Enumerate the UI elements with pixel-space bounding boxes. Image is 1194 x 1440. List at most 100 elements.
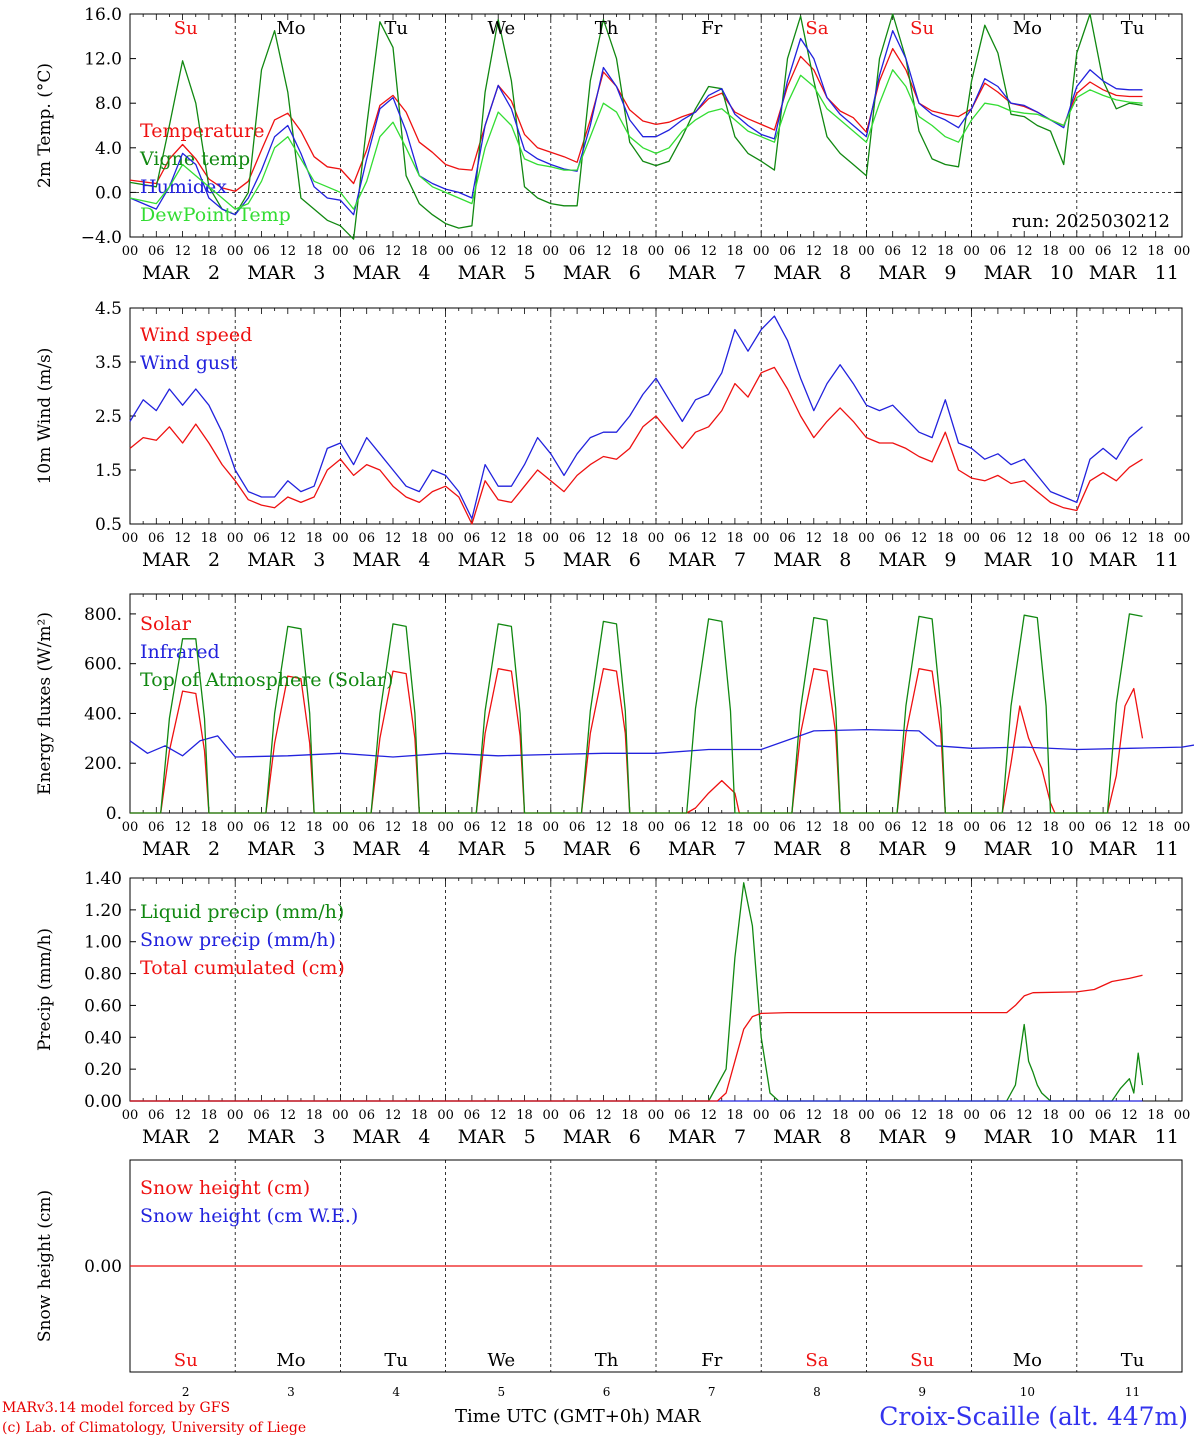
hour-label: 18 <box>201 244 218 259</box>
x-axis-title: Time UTC (GMT+0h) MAR <box>455 1406 701 1427</box>
hour-label: 00 <box>648 820 665 835</box>
hour-label: 18 <box>306 244 323 259</box>
hour-label: 00 <box>543 531 560 546</box>
hour-label: 18 <box>1042 244 1059 259</box>
hour-label: 00 <box>963 820 980 835</box>
hour-label: 00 <box>332 531 349 546</box>
date-label: 5 <box>524 1126 536 1148</box>
dow-label-bottom: Th <box>595 1350 619 1371</box>
meteogram-chart: −4.0 0.0 4.0 8.0 12.0 16.0 2m Temp. (°C) Temper… <box>35 5 1194 1399</box>
hour-label: 00 <box>332 244 349 259</box>
hour-label: 18 <box>306 820 323 835</box>
month-label: MAR <box>247 1126 295 1148</box>
hour-label: 06 <box>569 531 586 546</box>
y-axis-label: 10m Wind (m/s) <box>35 348 55 485</box>
legend-entry: Vigne temp <box>139 148 250 170</box>
date-number: 9 <box>918 1385 926 1399</box>
hour-label: 18 <box>306 1108 323 1123</box>
hour-label: 06 <box>253 820 270 835</box>
y-tick-label: 0.80 <box>84 965 122 985</box>
month-label: MAR <box>1089 838 1137 860</box>
legend-entry: Liquid precip (mm/h) <box>140 901 344 923</box>
hour-label: 06 <box>1095 820 1112 835</box>
hour-label: 12 <box>595 1108 612 1123</box>
hour-label: 18 <box>832 820 849 835</box>
hour-label: 18 <box>306 531 323 546</box>
hour-label: 06 <box>779 244 796 259</box>
month-label: MAR <box>773 838 821 860</box>
month-label: MAR <box>984 549 1032 571</box>
hour-label: 00 <box>753 820 770 835</box>
run-annotation: run: 2025030212 <box>1012 211 1170 232</box>
hour-label: 12 <box>806 820 823 835</box>
hour-label: 18 <box>201 820 218 835</box>
hour-label: 18 <box>1042 1108 1059 1123</box>
hour-label: 18 <box>411 531 428 546</box>
hour-label: 06 <box>884 531 901 546</box>
hour-label: 12 <box>1016 244 1033 259</box>
date-number: 8 <box>813 1385 821 1399</box>
y-tick-label: 1.5 <box>95 461 122 481</box>
y-tick-label: 4.0 <box>95 139 122 159</box>
hour-label: 06 <box>674 531 691 546</box>
hour-label: 00 <box>1174 820 1191 835</box>
hour-label: 00 <box>543 1108 560 1123</box>
month-label: MAR <box>142 549 190 571</box>
hour-label: 18 <box>621 820 638 835</box>
hour-label: 00 <box>753 244 770 259</box>
y-tick-label: 400. <box>84 704 122 724</box>
y-tick-label: 4.5 <box>95 299 122 319</box>
hour-label: 06 <box>990 820 1007 835</box>
hour-label: 18 <box>937 531 954 546</box>
hour-label: 06 <box>674 1108 691 1123</box>
month-label: MAR <box>984 1126 1032 1148</box>
month-label: MAR <box>458 838 506 860</box>
hour-label: 12 <box>385 1108 402 1123</box>
y-tick-label: 0.60 <box>84 996 122 1016</box>
date-label: 7 <box>734 1126 746 1148</box>
hour-label: 06 <box>1095 244 1112 259</box>
month-label: MAR <box>142 1126 190 1148</box>
y-tick-label: 12.0 <box>84 50 122 70</box>
month-label: MAR <box>668 549 716 571</box>
hour-label: 06 <box>148 1108 165 1123</box>
hour-label: 12 <box>490 1108 507 1123</box>
hour-label: 00 <box>1069 820 1086 835</box>
hour-label: 18 <box>832 1108 849 1123</box>
hour-label: 18 <box>937 1108 954 1123</box>
y-tick-label: 0. <box>106 804 122 824</box>
hour-label: 18 <box>516 820 533 835</box>
y-tick-label: 0.40 <box>84 1028 122 1048</box>
dow-label-top: Fr <box>701 18 722 39</box>
hour-label: 00 <box>122 1108 139 1123</box>
date-label: 6 <box>629 838 641 860</box>
month-label: MAR <box>878 838 926 860</box>
model-credit: MARv3.14 model forced by GFS <box>2 1400 231 1416</box>
hour-label: 00 <box>122 820 139 835</box>
hour-label: 00 <box>858 1108 875 1123</box>
date-label: 7 <box>734 262 746 284</box>
date-label: 5 <box>524 549 536 571</box>
hour-label: 12 <box>385 531 402 546</box>
hour-label: 18 <box>1147 244 1164 259</box>
hour-label: 12 <box>174 244 191 259</box>
hour-label: 00 <box>753 531 770 546</box>
series-line <box>129 69 1143 210</box>
dow-label-bottom: Su <box>910 1350 934 1371</box>
hour-label: 18 <box>621 1108 638 1123</box>
hour-label: 06 <box>990 531 1007 546</box>
hour-label: 00 <box>122 531 139 546</box>
series-line <box>129 30 1143 216</box>
hour-label: 18 <box>1147 1108 1164 1123</box>
date-label: 3 <box>313 838 325 860</box>
month-label: MAR <box>1089 1126 1137 1148</box>
date-label: 7 <box>734 838 746 860</box>
date-label: 4 <box>418 838 430 860</box>
hour-label: 06 <box>674 244 691 259</box>
hour-label: 06 <box>569 820 586 835</box>
hour-label: 00 <box>437 820 454 835</box>
date-label: 10 <box>1050 262 1074 284</box>
hour-label: 06 <box>148 531 165 546</box>
hour-label: 18 <box>727 244 744 259</box>
date-label: 5 <box>524 262 536 284</box>
